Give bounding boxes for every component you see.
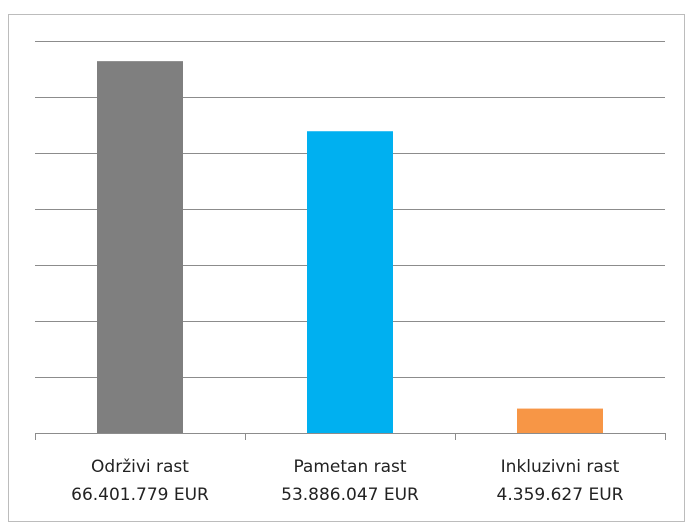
bar xyxy=(97,61,183,434)
bar xyxy=(517,408,603,433)
value-label: 53.886.047 EUR xyxy=(281,485,419,505)
x-tick-label: Održivi rast xyxy=(91,457,189,477)
x-tick-label: Inkluzivni rast xyxy=(501,457,620,477)
bar xyxy=(307,131,393,433)
x-tick-label: Pametan rast xyxy=(293,457,406,477)
value-label: 4.359.627 EUR xyxy=(497,485,624,505)
value-label: 66.401.779 EUR xyxy=(71,485,209,505)
